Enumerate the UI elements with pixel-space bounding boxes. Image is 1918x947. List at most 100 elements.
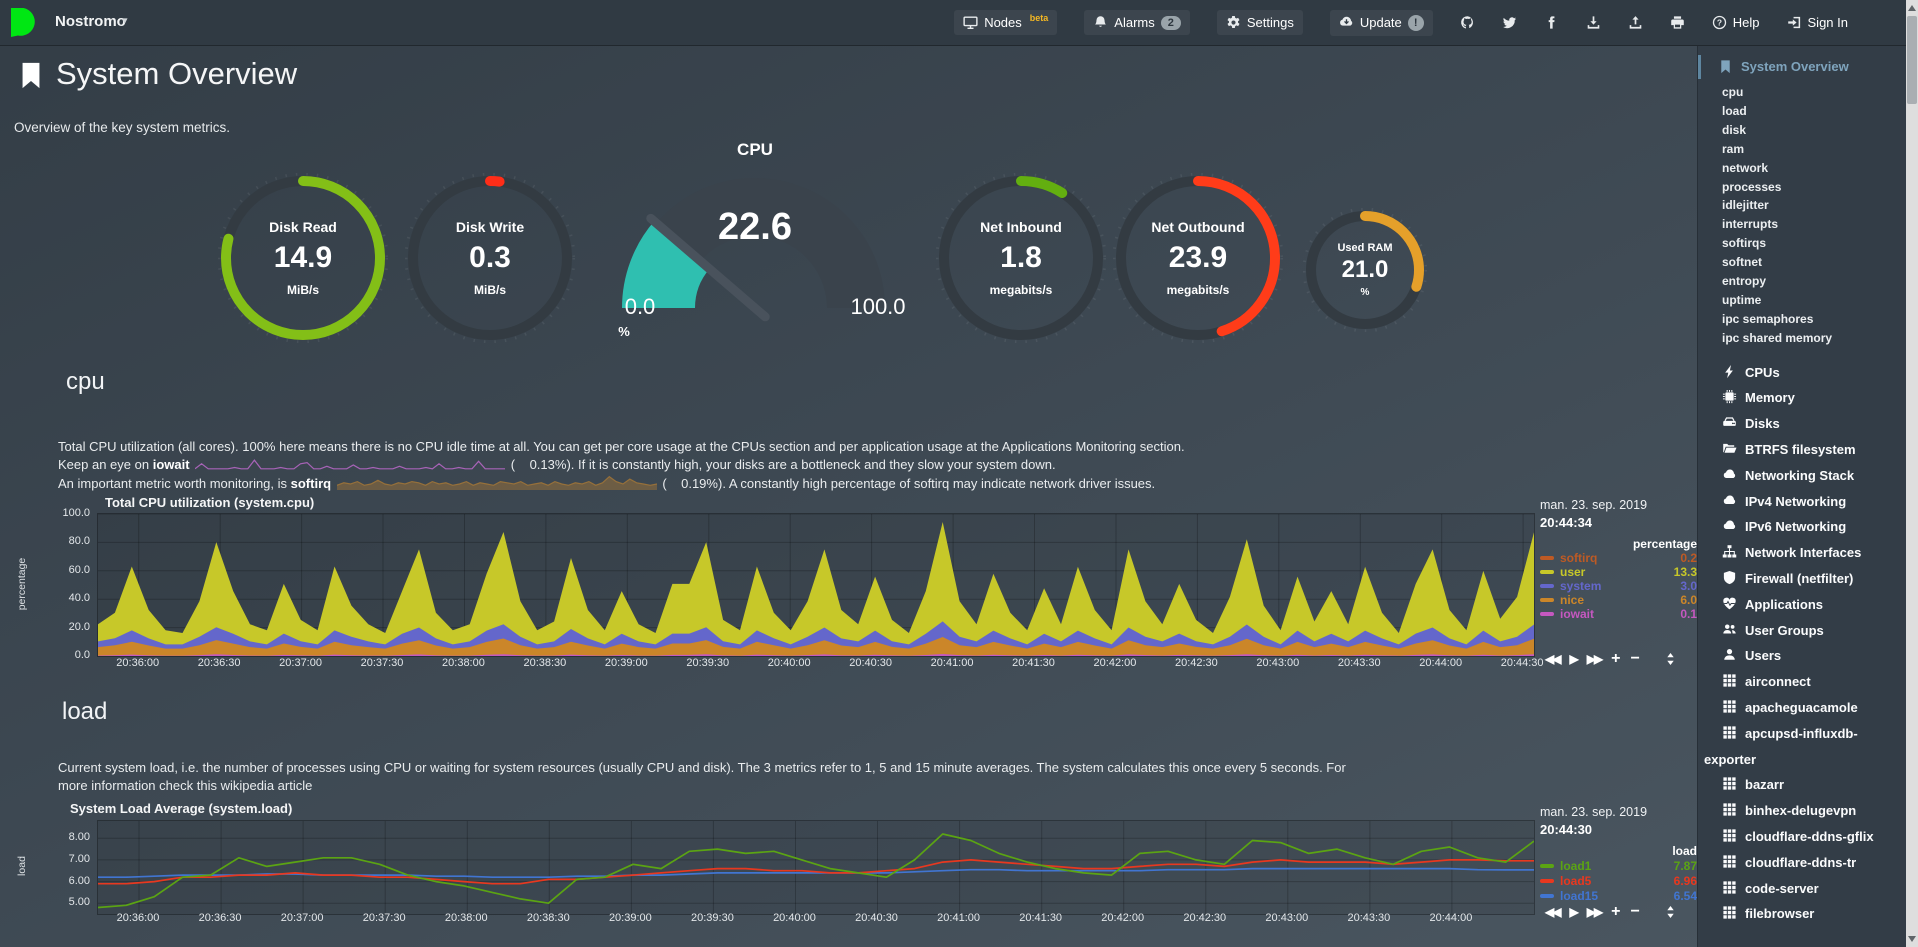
netdata-logo-icon[interactable] (9, 6, 36, 39)
alarms-button[interactable]: Alarms 2 (1084, 10, 1190, 35)
sidebar-item-binhex-delugevpn[interactable]: binhex-delugevpn (1698, 798, 1907, 824)
legend-row-load15[interactable]: load15 6.54 (1540, 888, 1697, 903)
sidebar-item-load[interactable]: load (1722, 103, 1747, 118)
print-button[interactable] (1670, 15, 1685, 30)
legend-swatch (1540, 893, 1554, 898)
sidebar-item-uptime[interactable]: uptime (1722, 292, 1762, 307)
import-upload-button[interactable] (1628, 15, 1643, 30)
page-subtitle: Overview of the key system metrics. (14, 120, 231, 135)
sidebar-item-users[interactable]: Users (1698, 643, 1907, 669)
gauge-disk-write[interactable]: Disk Write 0.3 MiB/s (405, 173, 575, 343)
sidebar-item-code-server[interactable]: code-server (1698, 876, 1907, 902)
help-button[interactable]: ? Help (1712, 15, 1760, 30)
x-tick-label: 20:41:00 (937, 912, 980, 924)
scroll-down-arrow[interactable] (1908, 936, 1916, 942)
settings-button[interactable]: Settings (1216, 10, 1303, 35)
sidebar-item-user-groups[interactable]: User Groups (1698, 618, 1907, 644)
gauge-net-inbound[interactable]: Net Inbound 1.8 megabits/s (936, 173, 1106, 343)
github-button[interactable] (1460, 15, 1475, 30)
sidebar-item-filebrowser[interactable]: filebrowser (1698, 901, 1907, 927)
hostname-dropdown[interactable]: Nostromo (55, 13, 126, 30)
sidebar-item-cpu[interactable]: cpu (1722, 85, 1744, 99)
legend-dim-name: load1 (1560, 858, 1592, 873)
x-tick-label: 20:43:00 (1265, 912, 1309, 924)
sidebar-item-apcupsd-influxdb-exporter[interactable]: apcupsd-influxdb-exporter (1704, 725, 1858, 767)
sidebar-item-ipv6-networking[interactable]: IPv6 Networking (1698, 514, 1907, 540)
softirq-sparkline (336, 475, 657, 495)
sidebar-item-bazarr[interactable]: bazarr (1698, 772, 1907, 798)
resize-button[interactable] (1664, 905, 1677, 919)
zoom-out-button[interactable]: − (1630, 650, 1640, 667)
gauge-net-outbound[interactable]: Net Outbound 23.9 megabits/s (1113, 173, 1283, 343)
beta-badge: beta (1029, 12, 1049, 23)
sidebar-item-applications[interactable]: Applications (1698, 592, 1907, 618)
legend-row-softirq[interactable]: softirq 0.2 (1540, 551, 1697, 565)
gauge-cpu[interactable] (615, 158, 895, 323)
sidebar-item-cpus[interactable]: CPUs (1698, 360, 1907, 386)
zoom-in-button[interactable]: + (1611, 650, 1621, 667)
export-download-button[interactable] (1586, 15, 1601, 30)
load-chart-legend: man. 23. sep. 2019 20:44:30 load load1 7.87 l… (1540, 804, 1697, 903)
play-button[interactable]: ▶ (1569, 905, 1578, 919)
x-tick-label: 20:38:00 (442, 657, 485, 669)
sidebar-item-airconnect[interactable]: airconnect (1698, 669, 1907, 695)
gauge-used-ram[interactable]: Used RAM 21.0% (1303, 208, 1427, 332)
sidebar-item-softnet[interactable]: softnet (1722, 255, 1762, 270)
legend-row-load5[interactable]: load5 6.96 (1540, 873, 1697, 888)
sidebar-item-system-overview[interactable]: System Overview (1698, 45, 1907, 80)
sidebar-item-firewall-netfilter[interactable]: Firewall (netfilter) (1698, 566, 1907, 592)
sidebar-item-idlejitter[interactable]: idlejitter (1722, 198, 1769, 213)
sidebar: System Overview cpu load disk ram network pro… (1697, 45, 1907, 947)
load-chart-plot[interactable] (97, 820, 1535, 915)
grid-icon (1722, 828, 1737, 843)
sidebar-item-ipc-shared-memory[interactable]: ipc shared memory (1722, 330, 1833, 345)
scroll-up-arrow[interactable] (1908, 5, 1916, 11)
sidebar-item-ipc-semaphores[interactable]: ipc semaphores (1722, 311, 1814, 326)
sidebar-item-processes[interactable]: processes (1722, 179, 1782, 194)
sidebar-item-interrupts[interactable]: interrupts (1722, 217, 1779, 232)
sidebar-item-cloudflare-ddns-gflix[interactable]: cloudflare-ddns-gflix (1698, 824, 1907, 850)
backward-button[interactable]: ◀◀ (1545, 652, 1562, 666)
sitemap-icon (1722, 544, 1737, 559)
sidebar-item-network-interfaces[interactable]: Network Interfaces (1698, 540, 1907, 566)
legend-row-system[interactable]: system 3.0 (1540, 579, 1697, 593)
backward-button[interactable]: ◀◀ (1545, 905, 1562, 919)
chevron-down-icon[interactable]: ▾ (122, 15, 128, 27)
zoom-out-button[interactable]: − (1630, 903, 1640, 920)
memory-icon (1722, 389, 1737, 404)
cpu-chart-plot[interactable] (97, 513, 1535, 657)
sidebar-item-ipv4-networking[interactable]: IPv4 Networking (1698, 489, 1907, 515)
x-tick-label: 20:40:30 (849, 657, 893, 669)
play-button[interactable]: ▶ (1569, 652, 1578, 666)
forward-button[interactable]: ▶▶ (1586, 652, 1604, 666)
sidebar-item-networking-stack[interactable]: Networking Stack (1698, 463, 1907, 489)
legend-row-user[interactable]: user 13.3 (1540, 565, 1697, 579)
facebook-button[interactable] (1544, 15, 1559, 30)
sign-in-button[interactable]: Sign In (1787, 15, 1848, 30)
sidebar-item-apacheguacamole[interactable]: apacheguacamole (1698, 695, 1907, 721)
wikipedia-link[interactable]: wikipedia article (220, 777, 313, 793)
zoom-in-button[interactable]: + (1611, 903, 1621, 920)
sidebar-item-softirqs[interactable]: softirqs (1722, 236, 1767, 251)
sidebar-item-btrfs-filesystem[interactable]: BTRFS filesystem (1698, 437, 1907, 463)
legend-swatch (1540, 612, 1554, 616)
sidebar-item-entropy[interactable]: entropy (1722, 274, 1767, 289)
scrollbar-thumb[interactable] (1907, 16, 1917, 104)
nodes-button[interactable]: Nodes beta (954, 10, 1058, 35)
monitor-icon (963, 15, 978, 30)
sidebar-item-ram[interactable]: ram (1722, 141, 1745, 156)
sidebar-item-disk[interactable]: disk (1722, 122, 1747, 137)
sidebar-item-memory[interactable]: Memory (1698, 385, 1907, 411)
twitter-button[interactable] (1502, 15, 1517, 30)
sidebar-item-disks[interactable]: Disks (1698, 411, 1907, 437)
page-scrollbar[interactable] (1906, 0, 1918, 947)
update-button[interactable]: Update ! (1329, 9, 1433, 36)
sidebar-item-network[interactable]: network (1722, 160, 1769, 175)
legend-row-iowait[interactable]: iowait 0.1 (1540, 607, 1697, 621)
legend-row-nice[interactable]: nice 6.0 (1540, 593, 1697, 607)
forward-button[interactable]: ▶▶ (1586, 905, 1604, 919)
legend-row-load1[interactable]: load1 7.87 (1540, 858, 1697, 873)
gauge-disk-read[interactable]: Disk Read 14.9 MiB/s (218, 173, 388, 343)
resize-button[interactable] (1664, 652, 1677, 666)
sidebar-item-cloudflare-ddns-tr[interactable]: cloudflare-ddns-tr (1698, 850, 1907, 876)
